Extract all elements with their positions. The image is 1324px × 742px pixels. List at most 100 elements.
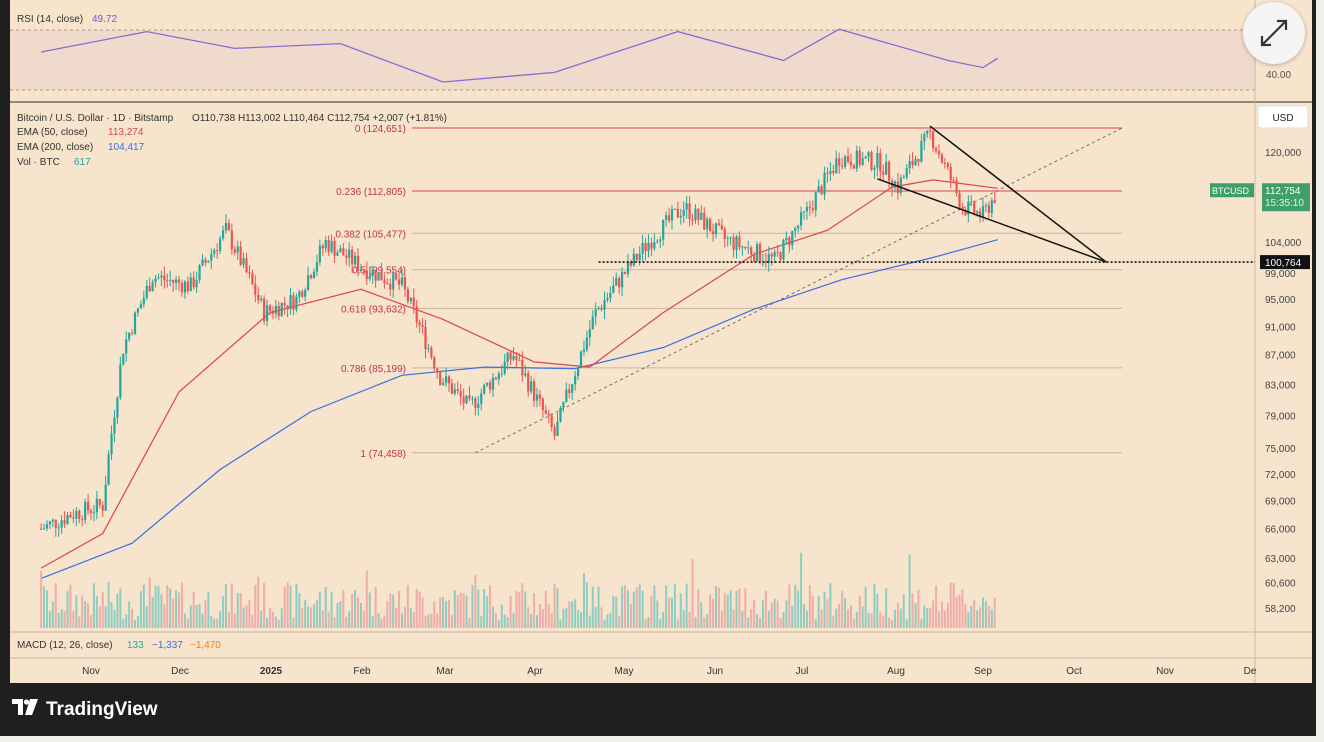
- ema200-line: [40, 239, 998, 579]
- volume-bar: [964, 604, 967, 628]
- candle: [309, 275, 313, 279]
- falling-wedge-upper: [929, 125, 1107, 263]
- volume-bar: [659, 619, 662, 628]
- candle: [54, 519, 57, 528]
- candle: [265, 305, 269, 322]
- volume-bar: [377, 613, 380, 628]
- volume-bar: [175, 590, 178, 628]
- volume-bar: [374, 586, 377, 628]
- macd-value-1: 133: [127, 640, 144, 651]
- volume-bar: [357, 597, 360, 628]
- candle: [183, 281, 186, 293]
- volume-bar: [585, 582, 588, 628]
- time-tick: Jul: [796, 666, 809, 677]
- candle: [236, 246, 239, 253]
- volume-bar: [447, 599, 450, 628]
- volume-bar: [720, 610, 723, 628]
- volume-bar: [330, 592, 333, 628]
- volume-bar: [75, 595, 78, 628]
- volume-bar: [676, 619, 679, 628]
- candle: [597, 308, 600, 310]
- candle: [166, 280, 169, 282]
- expand-button[interactable]: [1243, 2, 1305, 64]
- fib-label: 0.5 (99,554): [352, 266, 406, 277]
- volume-bar: [207, 591, 210, 628]
- chart-area[interactable]: RSI (14, close) 49.72 40.00 0 (124,651) 0.23…: [10, 0, 1312, 683]
- candle: [653, 242, 656, 249]
- candle: [647, 242, 650, 251]
- candle: [465, 395, 468, 404]
- time-tick: Mar: [436, 666, 454, 677]
- price-tick: 60,600: [1265, 579, 1296, 590]
- volume-bar: [621, 586, 624, 628]
- candle: [301, 291, 304, 297]
- candle: [879, 153, 882, 172]
- volume-bar: [823, 591, 826, 628]
- candle: [353, 255, 357, 265]
- candle: [823, 172, 826, 195]
- rsi-band: [10, 30, 1255, 90]
- candle: [233, 249, 236, 253]
- volume-bar: [594, 606, 597, 628]
- candle: [726, 237, 729, 239]
- volume-bar: [785, 600, 788, 628]
- volume-bar: [835, 608, 838, 628]
- candle: [700, 212, 703, 220]
- volume-bar: [606, 614, 609, 628]
- price-chart[interactable]: RSI (14, close) 49.72 40.00 0 (124,651) 0.23…: [10, 0, 1312, 683]
- candle: [958, 193, 961, 208]
- candle: [623, 271, 627, 274]
- volume-bar: [946, 603, 949, 628]
- candle: [283, 303, 286, 306]
- candle: [961, 207, 964, 210]
- candle: [409, 297, 412, 302]
- rsi-level-label: 40.00: [1266, 70, 1291, 81]
- volume-bar: [932, 600, 935, 628]
- volume-bar: [210, 616, 213, 628]
- volume-bar: [415, 589, 418, 628]
- candle: [579, 351, 583, 368]
- candle: [644, 243, 647, 251]
- candle: [474, 398, 477, 408]
- volume-bar: [641, 590, 644, 628]
- candle: [814, 192, 817, 211]
- candle: [483, 385, 486, 394]
- candle: [574, 376, 577, 385]
- volume-bar: [195, 604, 198, 628]
- candle: [406, 289, 409, 302]
- volume-bar: [69, 584, 72, 628]
- volume-bar: [967, 612, 970, 628]
- candle: [415, 306, 418, 323]
- candle: [932, 130, 935, 149]
- candle: [242, 258, 245, 265]
- candle: [512, 355, 515, 360]
- candle: [227, 222, 231, 231]
- macd-label: MACD (12, 26, close): [17, 640, 113, 651]
- volume-bar: [43, 586, 46, 628]
- candle: [312, 271, 316, 279]
- candle: [362, 269, 365, 271]
- volume-bar: [277, 619, 280, 628]
- volume-bar: [817, 595, 820, 628]
- candle: [838, 158, 841, 166]
- candle: [368, 275, 371, 280]
- candle: [530, 381, 533, 392]
- candle: [192, 277, 195, 288]
- candle: [970, 201, 973, 203]
- candle: [177, 279, 181, 284]
- volume-bar: [709, 594, 712, 628]
- candle: [832, 170, 835, 173]
- volume-bar: [169, 588, 172, 628]
- candle: [940, 154, 944, 163]
- candle: [899, 177, 902, 194]
- indicator-label: EMA (200, close): [17, 142, 93, 153]
- volume-bar: [339, 601, 342, 628]
- volume-bar: [544, 590, 547, 628]
- volume-bar: [283, 586, 286, 628]
- candle: [565, 389, 568, 402]
- candle: [929, 130, 932, 132]
- candle: [92, 512, 96, 514]
- candle: [782, 239, 785, 260]
- candle: [620, 271, 624, 288]
- volume-bar: [685, 583, 688, 628]
